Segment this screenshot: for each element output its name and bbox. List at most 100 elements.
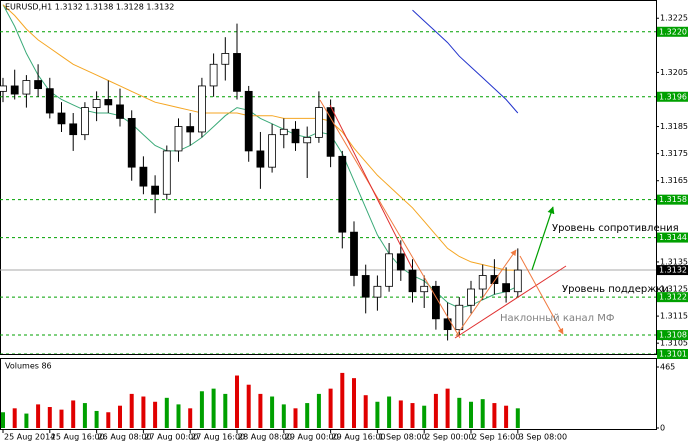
volume-bar [515,408,520,428]
candle-body [396,253,405,271]
volume-bar [363,395,368,428]
volume-bar [59,409,64,428]
candle-body [326,107,335,157]
level-label-box [657,349,688,359]
price-panel [0,0,657,355]
candle-body [431,285,440,320]
volume-bar [153,401,158,428]
trend-line [329,104,413,269]
x-tick-label: 25 Aug 16:00 [51,433,105,442]
candle-body [303,136,312,144]
volume-area [1,372,520,428]
level-label-box [657,232,688,243]
volume-bar [211,388,216,428]
candle-body [174,126,183,152]
volume-bar [293,408,298,428]
x-tick-label: 2 Sep 16:00 [472,433,520,442]
volume-bar [24,413,29,428]
level-label-box [657,194,688,205]
candle-body [10,85,19,95]
x-tick-label: 26 Aug 08:00 [98,433,152,442]
candle-body [455,304,464,331]
volume-bar [1,412,5,428]
y-tick-label: 1.3205 [660,68,688,77]
candle-body [233,53,241,92]
volume-bar [94,410,99,428]
level-label-box [657,330,688,341]
volume-bar [12,408,17,428]
candle-body [22,80,31,95]
volume-bar [433,393,438,428]
candle-body [478,275,487,290]
candle-body [244,90,253,152]
volume-bar [36,404,41,428]
volume-bar [480,399,485,428]
x-tick-label: 27 Aug 16:00 [191,433,245,442]
indicator-line [412,9,519,114]
candle-body [420,285,429,293]
volume-bar [246,384,251,428]
annotation: Наклонный канал МФ [500,313,615,324]
volume-bar [129,393,134,428]
axes: 1.32251.32051.31851.31751.31651.31351.31… [2,14,688,442]
volume-bar [375,401,380,428]
candle-body [408,269,417,293]
x-tick-label: 1 Sep 08:00 [378,433,426,442]
volume-bar [235,375,239,428]
y-tick-label: 0 [660,424,665,433]
level-label: 1.3101 [659,350,687,359]
volume-bar [176,404,181,428]
y-tick-label: 1.3115 [660,312,688,321]
y-tick-label: 1.3225 [660,14,688,23]
level-label: 1.3196 [659,92,687,101]
annotation: Уровень поддержки [562,284,669,295]
volume-bar [258,393,263,428]
candle-body [57,112,66,125]
candle-body [162,150,171,195]
volume-bar [469,401,473,428]
candle-body [502,283,511,293]
candle-body [34,80,42,90]
candle-body [279,128,288,136]
x-tick-label: 29 Aug 16:00 [332,433,386,442]
volume-bar [422,405,427,428]
y-tick-label: 465 [660,363,675,372]
volume-bar [305,403,310,428]
x-tick-label: 28 Aug 08:00 [238,433,292,442]
volume-bar [71,400,76,428]
volume-bar [270,396,275,428]
candle-body [490,275,499,285]
candle-body [361,275,370,298]
level-label: 1.3122 [659,293,687,302]
volume-bar [188,408,193,428]
volume-bar [457,397,462,428]
x-tick-label: 29 Aug 00:00 [285,433,339,442]
volume-bar [106,412,111,428]
arrow [531,206,555,271]
candle-body [186,126,195,133]
candle-body [467,288,475,306]
level-label: 1.3220 [659,27,687,36]
x-tick-label: 3 Sep 08:00 [519,433,567,442]
volume-bar [352,378,356,428]
volume-panel [0,358,657,430]
candle-body [338,155,347,233]
x-tick-label: 25 Aug 2014 [4,433,55,442]
candle-body [139,166,148,187]
candle-body [0,85,7,92]
trend-line [319,99,461,339]
drawings: EURUSD,H1 1.3132 1.3138 1.3128 1.3132 Ур… [5,3,679,371]
candle-body [268,134,277,168]
volume-bar [492,403,497,428]
volume-bar [398,400,403,428]
last-price-box [657,265,688,276]
arrow [455,249,517,337]
y-tick-label: 1.3165 [660,176,688,185]
volume-bar [164,397,169,428]
candle-body [221,53,230,65]
level-label-box [657,26,688,37]
last-price-label: 1.3132 [659,266,687,275]
candle-body [350,231,358,276]
y-tick-label: 1.3185 [660,122,688,131]
volume-bar [445,388,450,428]
